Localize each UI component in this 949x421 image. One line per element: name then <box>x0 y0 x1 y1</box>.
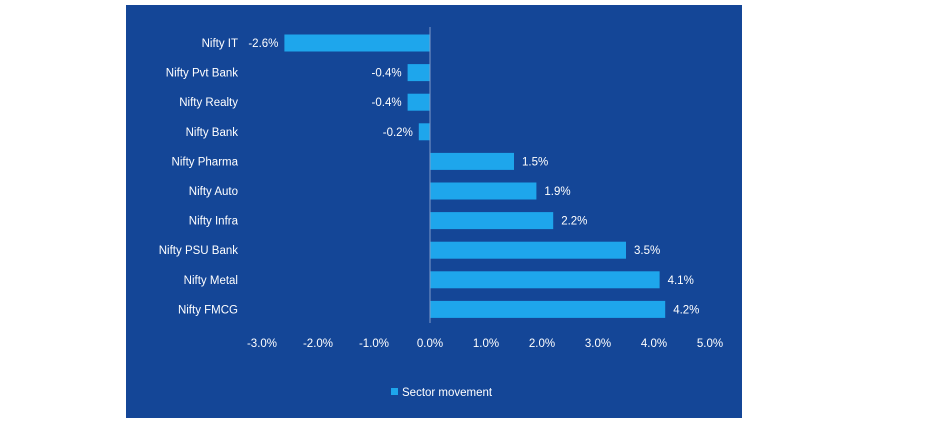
value-label-nifty-pharma: 1.5% <box>522 156 548 168</box>
category-label-nifty-bank: Nifty Bank <box>186 127 239 139</box>
bar-group <box>284 34 666 318</box>
bar-nifty-metal <box>430 271 660 289</box>
value-label-nifty-it: -2.6% <box>248 38 278 50</box>
bar-nifty-it <box>284 34 430 52</box>
bar-nifty-pvt-bank <box>407 64 430 82</box>
x-tick-label: 5.0% <box>697 338 723 350</box>
category-label-nifty-realty: Nifty Realty <box>179 97 238 109</box>
value-label-nifty-pvt-bank: -0.4% <box>372 68 402 80</box>
bar-nifty-bank <box>418 123 430 141</box>
x-tick-label: 1.0% <box>473 338 499 350</box>
legend-label: Sector movement <box>402 387 493 399</box>
bar-nifty-realty <box>407 93 430 111</box>
value-label-nifty-bank: -0.2% <box>383 127 413 139</box>
value-label-nifty-fmcg: 4.2% <box>673 304 699 316</box>
bar-nifty-fmcg <box>430 300 666 318</box>
bar-nifty-pharma <box>430 152 514 170</box>
category-labels: Nifty IT Nifty Pvt Bank Nifty Realty Nifty … <box>159 38 239 316</box>
x-tick-label: 4.0% <box>641 338 667 350</box>
sector-movement-chart: Nifty IT Nifty Pvt Bank Nifty Realty Nifty … <box>159 27 723 399</box>
category-label-nifty-infra: Nifty Infra <box>189 216 239 228</box>
bar-nifty-auto <box>430 182 537 200</box>
x-axis-tick-labels: -3.0% -2.0% -1.0% 0.0% 1.0% 2.0% 3.0% 4.0% 5.0% <box>247 338 723 350</box>
value-labels: -2.6% -0.4% -0.4% -0.2% 1.5% 1.9% 2.2% 3.5% 4.1%… <box>248 38 699 316</box>
legend: Sector movement <box>391 387 493 399</box>
category-label-nifty-pharma: Nifty Pharma <box>172 156 239 168</box>
bar-nifty-psu-bank <box>430 241 626 259</box>
x-tick-label: 2.0% <box>529 338 555 350</box>
x-tick-label: -3.0% <box>247 338 277 350</box>
category-label-nifty-psu-bank: Nifty PSU Bank <box>159 245 238 257</box>
value-label-nifty-metal: 4.1% <box>668 275 694 287</box>
x-tick-label: -1.0% <box>359 338 389 350</box>
value-label-nifty-realty: -0.4% <box>372 97 402 109</box>
value-label-nifty-auto: 1.9% <box>544 186 570 198</box>
legend-swatch <box>391 388 398 395</box>
category-label-nifty-metal: Nifty Metal <box>184 275 238 287</box>
x-tick-label: 3.0% <box>585 338 611 350</box>
category-label-nifty-auto: Nifty Auto <box>189 186 238 198</box>
chart-panel: Nifty IT Nifty Pvt Bank Nifty Realty Nifty … <box>126 5 742 418</box>
x-tick-label: -2.0% <box>303 338 333 350</box>
value-label-nifty-infra: 2.2% <box>561 216 587 228</box>
category-label-nifty-fmcg: Nifty FMCG <box>178 304 238 316</box>
category-label-nifty-it: Nifty IT <box>202 38 238 50</box>
bar-nifty-infra <box>430 212 554 230</box>
value-label-nifty-psu-bank: 3.5% <box>634 245 660 257</box>
x-tick-label: 0.0% <box>417 338 443 350</box>
category-label-nifty-pvt-bank: Nifty Pvt Bank <box>166 68 238 80</box>
